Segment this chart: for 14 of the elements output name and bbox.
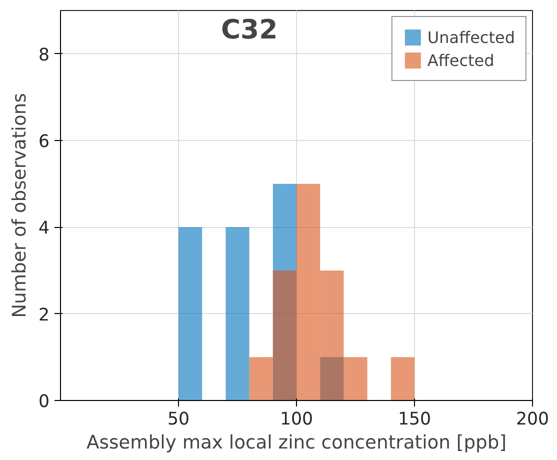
y-tick-label: 8: [38, 45, 50, 66]
y-tick-label: 0: [38, 392, 50, 412]
x-tick-label: 50: [167, 410, 190, 430]
x-tick-label: 100: [280, 410, 314, 430]
legend-label: Unaffected: [427, 28, 515, 46]
chart-title: C32: [220, 14, 278, 46]
x-axis-title: Assembly max local zinc concentration [ppb]: [86, 432, 507, 454]
legend-label: Affected: [427, 50, 494, 70]
y-tick-label: 4: [38, 218, 50, 239]
y-tick-label: 6: [38, 132, 50, 152]
x-tick-label: 200: [516, 410, 550, 430]
y-axis-title: Number of observations: [9, 93, 30, 318]
y-tick-label: 2: [38, 305, 50, 326]
x-tick-label: 150: [398, 410, 432, 430]
